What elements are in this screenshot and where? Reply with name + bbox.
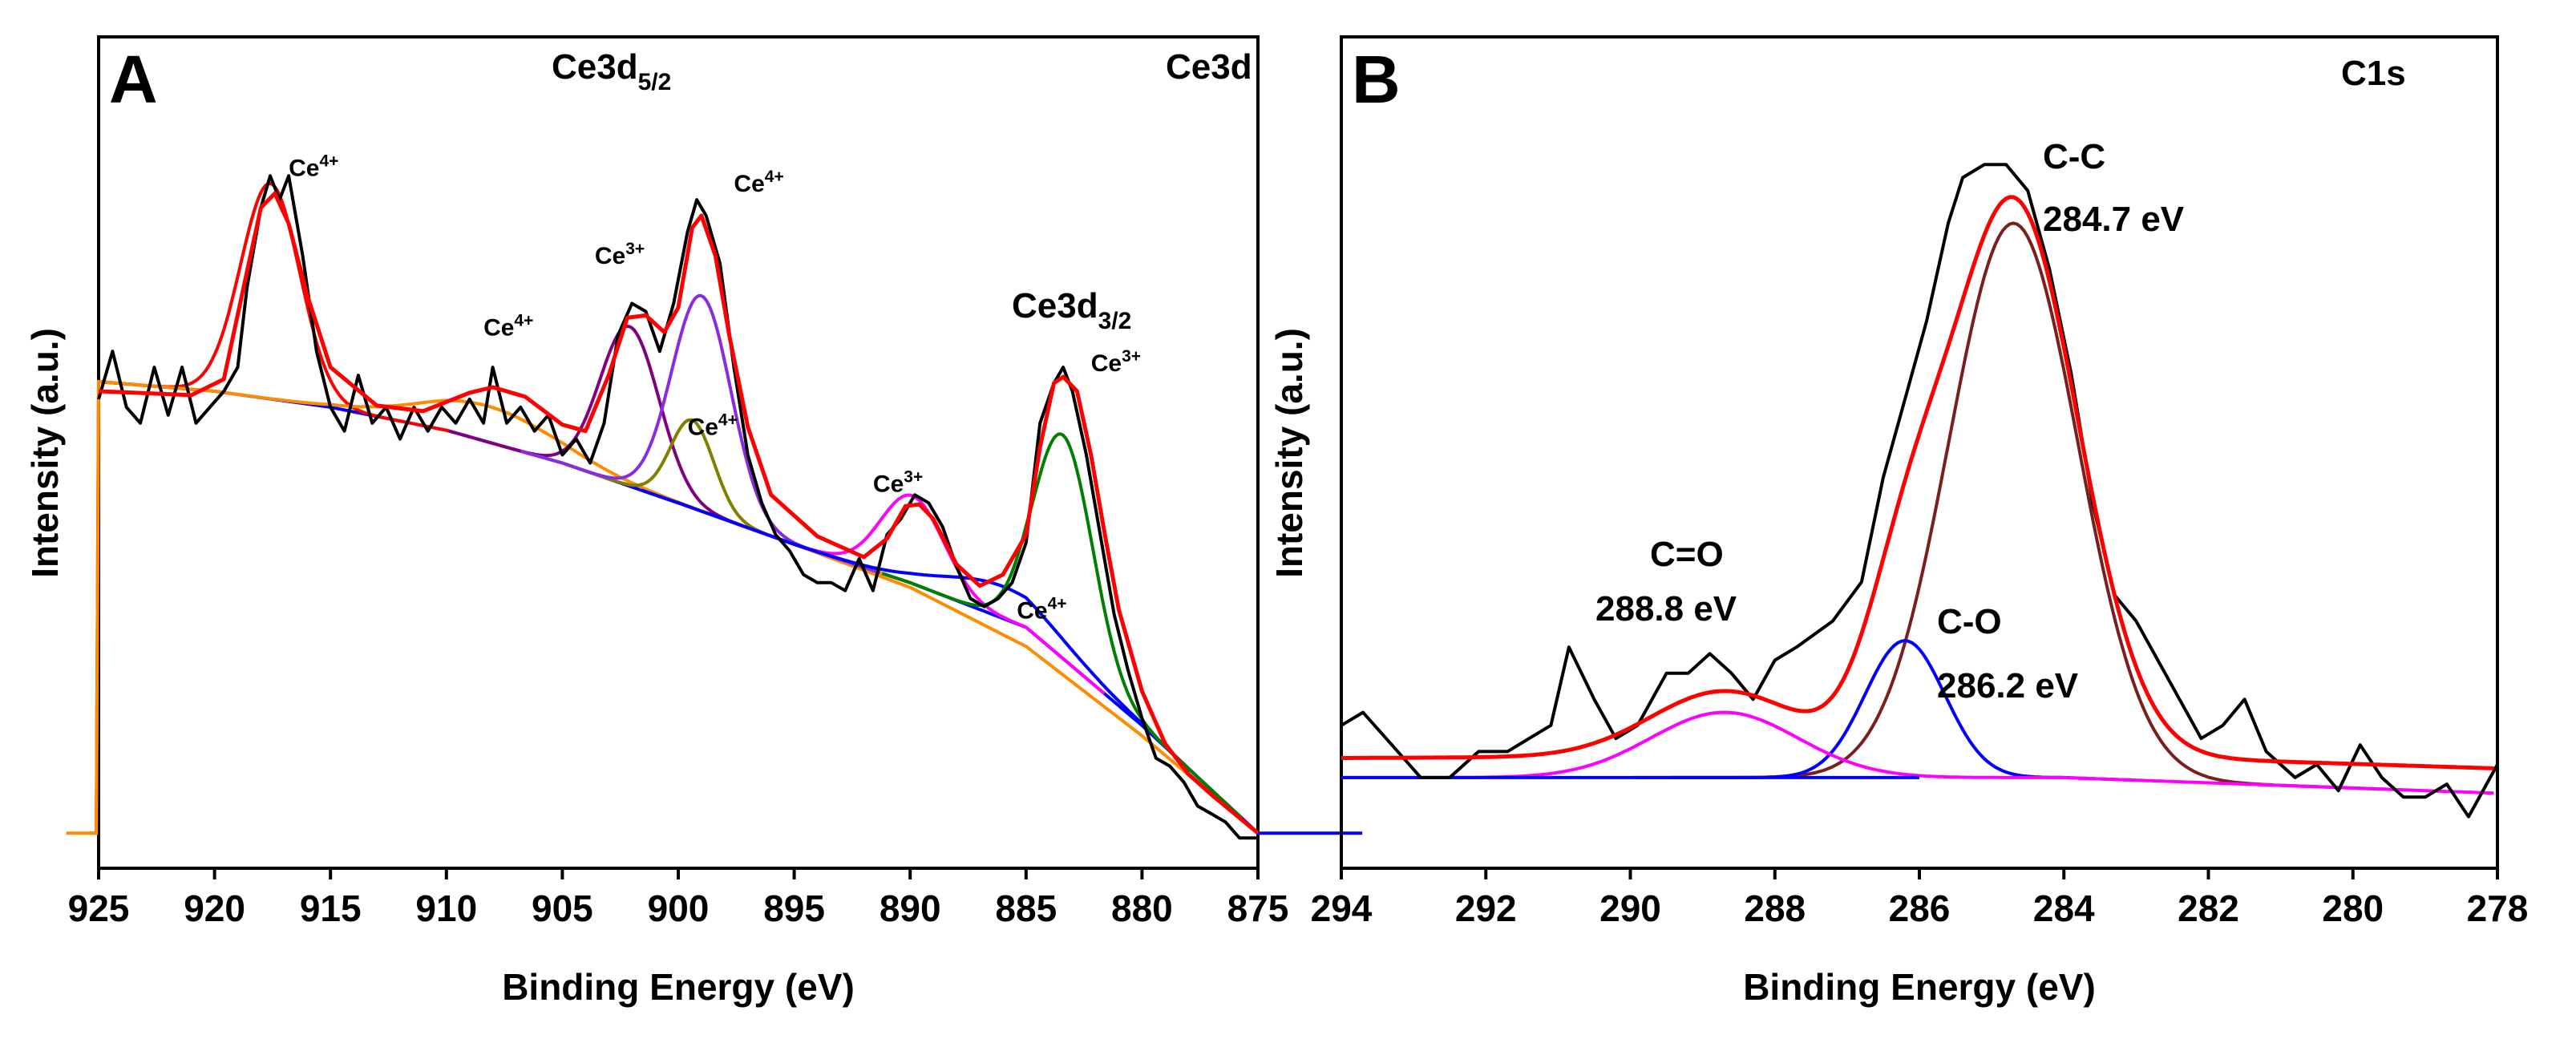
panel-b-curves — [1340, 163, 2499, 819]
panel-b-ylabel: Intensity (a.u.) — [1268, 328, 1310, 578]
panel-b-corner-label: C1s — [2341, 54, 2406, 93]
panel-a-ce3d: 925 920 915 910 905 900 895 890 885 880 875 A Ce3d… — [24, 35, 1363, 1008]
panel-a-annotation-3: Ce3+ — [595, 240, 645, 269]
panel-b-component-c-eq-o — [1341, 710, 2494, 795]
panel-b-tick-label-284: 284 — [2033, 887, 2095, 929]
panel-a-annotations: Ce4+ Ce4+ Ce3+ Ce4+ Ce4+ Ce3+ Ce3+ Ce4+ — [289, 152, 1141, 624]
panel-b-frame — [1340, 35, 2499, 870]
panel-b-tick-label-294: 294 — [1311, 887, 1373, 929]
ce3d32-main: Ce3d — [1012, 286, 1098, 325]
panel-a-ce3d52-label: Ce3d5/2 — [552, 47, 671, 95]
panel-a-tick-label-885: 885 — [995, 887, 1057, 929]
c-o-energy: 286.2 eV — [1937, 666, 2079, 705]
panel-b-c1s: 294 292 290 288 286 284 282 280 278 B C1s Bindin… — [1268, 35, 2529, 1008]
panel-a-tick-label-910: 910 — [415, 887, 477, 929]
panel-a-annotation-4: Ce4+ — [734, 168, 783, 197]
panel-a-xlabel: Binding Energy (eV) — [502, 966, 855, 1008]
panel-a-tick-label-895: 895 — [763, 887, 825, 929]
panel-a-annotation-2: Ce4+ — [483, 311, 533, 341]
panel-a-annotation-8: Ce4+ — [1017, 595, 1066, 625]
panel-a-fit-envelope — [98, 191, 1260, 835]
panel-b-tick-label-280: 280 — [2322, 887, 2384, 929]
panel-a-linear-baseline — [561, 461, 1260, 835]
panel-a-tick-label-925: 925 — [68, 887, 130, 929]
panel-b-xlabel: Binding Energy (eV) — [1743, 966, 2096, 1008]
c-o-label: C-O — [1937, 602, 2002, 641]
c-c-energy: 284.7 eV — [2043, 200, 2185, 239]
panel-a-annotation-5: Ce4+ — [688, 411, 738, 441]
panel-a-tick-label-890: 890 — [880, 887, 941, 929]
panel-b-x-ticks: 294 292 290 288 286 284 282 280 278 — [1311, 868, 2529, 929]
ce3d52-sub: 5/2 — [638, 69, 672, 95]
panel-a-component-8 — [881, 432, 1244, 819]
panel-b-tick-label-286: 286 — [1889, 887, 1951, 929]
c-eq-o-label: C=O — [1650, 535, 1724, 574]
panel-a-x-ticks: 925 920 915 910 905 900 895 890 885 880 875 — [68, 868, 1289, 929]
panel-a-component-1 — [89, 181, 450, 835]
panel-a-component-7 — [641, 488, 1363, 835]
panel-b-tick-label-288: 288 — [1744, 887, 1806, 929]
panel-b-tick-label-292: 292 — [1455, 887, 1517, 929]
panel-a-frame — [97, 35, 1260, 870]
c-c-label: C-C — [2043, 137, 2105, 176]
panel-a-component-2 — [66, 379, 908, 835]
ce3d52-main: Ce3d — [552, 47, 638, 87]
ce3d32-sub: 3/2 — [1098, 308, 1132, 334]
panel-a-tick-label-905: 905 — [532, 887, 593, 929]
panel-a-letter: A — [109, 42, 158, 117]
panel-a-experimental-spectrum — [97, 174, 1258, 840]
panel-a-ylabel: Intensity (a.u.) — [24, 328, 66, 578]
panel-b-letter: B — [1352, 42, 1401, 117]
panel-a-annotation-7: Ce3+ — [1091, 347, 1141, 377]
panel-a-tick-label-900: 900 — [648, 887, 710, 929]
panel-b-fit-envelope — [1341, 195, 2494, 770]
panel-b-tick-label-278: 278 — [2467, 887, 2529, 929]
panel-a-component-3 — [448, 324, 809, 551]
panel-a-tick-label-915: 915 — [300, 887, 362, 929]
panel-a-annotation-6: Ce3+ — [873, 467, 923, 497]
c-eq-o-energy: 288.8 eV — [1595, 589, 1737, 629]
panel-a-curves — [66, 174, 1363, 840]
panel-b-experimental-spectrum — [1340, 163, 2499, 819]
panel-a-corner-label: Ce3d — [1166, 47, 1252, 87]
panel-a-ce3d32-label: Ce3d3/2 — [1012, 286, 1131, 334]
panel-a-tick-label-875: 875 — [1227, 887, 1289, 929]
panel-b-tick-label-282: 282 — [2178, 887, 2239, 929]
panel-a-annotation-1: Ce4+ — [289, 152, 338, 181]
panel-a-tick-label-920: 920 — [184, 887, 245, 929]
panel-b-component-c-o — [1670, 639, 2137, 782]
panel-b-tick-label-290: 290 — [1599, 887, 1661, 929]
panel-a-tick-label-880: 880 — [1111, 887, 1173, 929]
